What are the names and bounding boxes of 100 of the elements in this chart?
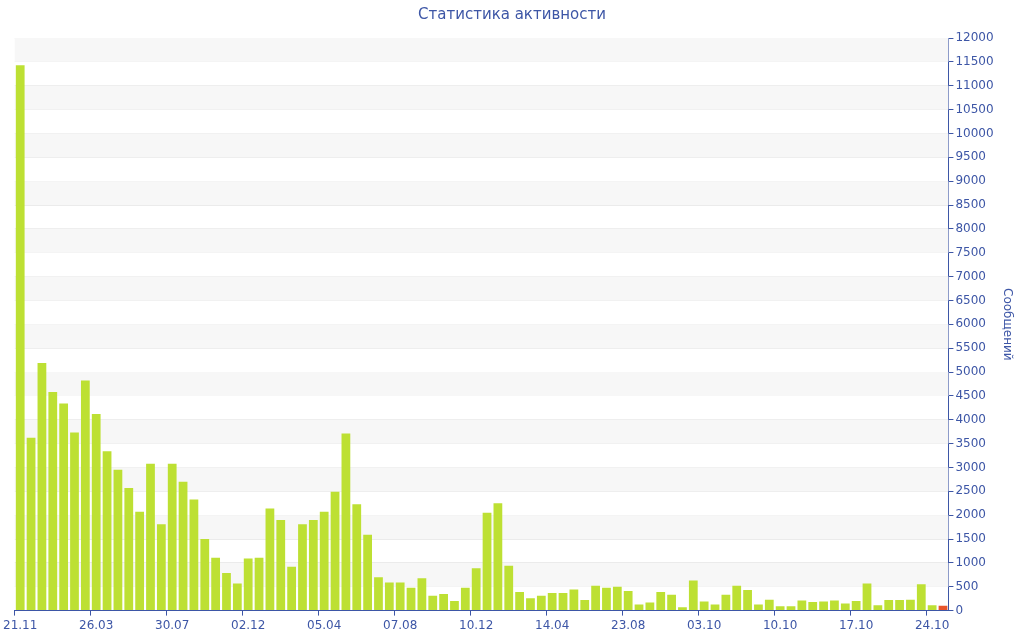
bar: [37, 362, 47, 611]
bar: [840, 603, 850, 611]
y-tick-label: 4000: [955, 411, 986, 426]
x-tick-label: 10.10: [762, 617, 798, 632]
bar: [645, 602, 655, 611]
bar: [602, 587, 611, 611]
bar: [797, 600, 807, 611]
y-tick-label: 6500: [955, 292, 986, 307]
bar: [591, 585, 600, 611]
bar: [460, 587, 470, 611]
y-tick-label: 12000: [955, 30, 994, 45]
y-tick-label: 4500: [955, 388, 986, 402]
y-tick-label: 8500: [955, 197, 986, 212]
bar: [558, 592, 568, 611]
y-tick-label: 8000: [955, 220, 986, 235]
y-tick-label: 5500: [955, 340, 986, 355]
y-tick-label: 9500: [955, 149, 986, 164]
bar: [906, 599, 915, 611]
bar: [211, 557, 221, 611]
x-tick-label: 21.11: [3, 617, 38, 632]
bar: [634, 604, 644, 611]
bar: [808, 602, 818, 611]
bar: [308, 519, 318, 611]
bar: [70, 432, 79, 611]
bar: [406, 587, 416, 611]
x-tick-label: 02.12: [231, 617, 266, 632]
bar: [754, 604, 763, 611]
y-tick-label: 500: [955, 578, 979, 593]
bar: [26, 437, 36, 611]
x-tick-label: 14.04: [534, 617, 570, 632]
bar: [178, 481, 188, 611]
bar: [710, 604, 720, 611]
x-tick-label: 30.07: [155, 617, 190, 632]
x-tick-label: 05.04: [307, 617, 342, 632]
bar: [667, 594, 676, 611]
bar: [884, 600, 894, 611]
y-tick-label: 5000: [955, 364, 986, 379]
bar: [623, 591, 633, 611]
bar: [254, 557, 264, 611]
y-tick-label: 11000: [955, 77, 994, 92]
bar: [135, 511, 145, 611]
x-tick-label: 23.08: [610, 617, 646, 632]
bar: [243, 558, 253, 611]
x-tick-label: 26.03: [79, 617, 114, 632]
y-tick-label: 3500: [955, 435, 986, 450]
bar: [526, 598, 535, 611]
bar: [927, 605, 937, 611]
bar: [298, 524, 307, 611]
y-tick-label: 10000: [955, 125, 994, 140]
bar: [330, 491, 340, 611]
bar: [232, 583, 242, 611]
bar: [200, 539, 210, 611]
bar: [91, 414, 101, 611]
bar: [688, 580, 698, 611]
bar: [721, 594, 731, 611]
bar: [80, 380, 90, 611]
y-tick-label: 3000: [955, 459, 986, 474]
bar: [482, 512, 492, 611]
bar: [504, 565, 514, 611]
bar: [515, 591, 524, 611]
bar: [265, 508, 275, 611]
bar: [341, 433, 351, 611]
bar: [102, 451, 112, 611]
bar: [146, 463, 155, 611]
bar: [319, 511, 329, 611]
bar: [276, 519, 286, 611]
bar: [830, 600, 839, 611]
bar: [287, 566, 296, 611]
bar: [699, 601, 709, 611]
bar: [873, 605, 883, 611]
bar: [48, 392, 58, 611]
x-tick-label: 17.10: [838, 617, 874, 632]
bar: [493, 503, 503, 611]
chart-title: Статистика активности: [418, 4, 606, 23]
bar: [384, 582, 394, 611]
bar: [59, 403, 69, 611]
y-tick-label: 2000: [955, 507, 986, 522]
x-tick-label: 07.08: [383, 617, 418, 632]
bar: [580, 600, 590, 611]
bar: [439, 593, 448, 611]
bar: [124, 487, 134, 611]
bar: [428, 595, 438, 611]
bar: [612, 586, 622, 611]
y-tick-label: 1000: [955, 555, 986, 570]
y-tick-label: 7000: [955, 268, 986, 283]
bar: [450, 601, 459, 611]
x-tick-label: 10.12: [459, 617, 494, 632]
y-axis-title: Сообщений: [1000, 288, 1015, 361]
bar: [167, 463, 177, 611]
bar: [656, 591, 666, 611]
bar: [732, 585, 742, 611]
bar: [395, 582, 405, 611]
bar: [374, 577, 383, 611]
bar: [786, 606, 796, 611]
y-tick-label: 9000: [955, 173, 986, 188]
bar: [851, 601, 861, 611]
y-tick-label: 0: [955, 602, 964, 617]
bar: [417, 578, 427, 611]
y-tick-label: 10500: [955, 101, 994, 116]
bar: [156, 524, 166, 611]
